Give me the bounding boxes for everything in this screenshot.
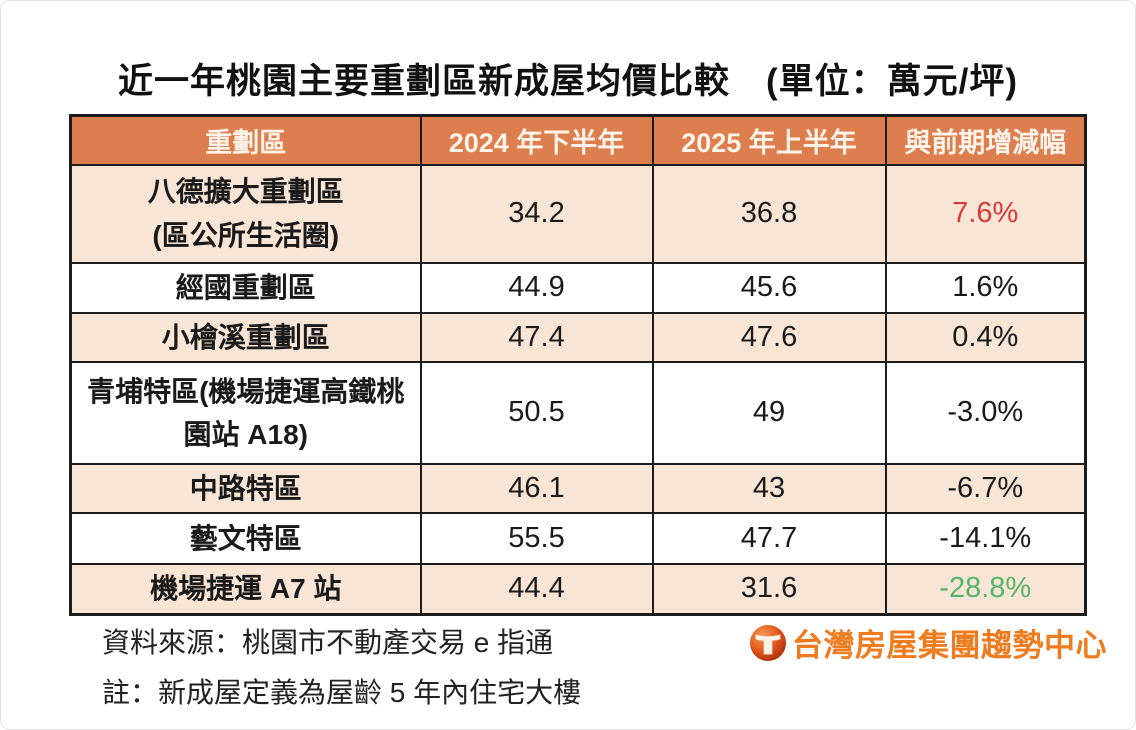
price-2024h2: 34.2 bbox=[419, 163, 654, 264]
district-name-line2: 園站 A18) bbox=[183, 418, 308, 450]
table-header-row: 重劃區 2024 年下半年 2025 年上半年 與前期增減幅 bbox=[69, 114, 1087, 166]
price-2025h1: 47.7 bbox=[651, 512, 887, 566]
district-name-line2: (區公所生活圈) bbox=[152, 219, 340, 251]
change-value: -28.8% bbox=[884, 563, 1087, 616]
change-value: -6.7% bbox=[884, 462, 1087, 515]
price-2025h1: 49 bbox=[651, 360, 887, 465]
col-header-2025h1: 2025 年上半年 bbox=[651, 114, 887, 166]
col-header-2024h2: 2024 年下半年 bbox=[419, 114, 654, 166]
district-name-line1: 八德擴大重劃區 bbox=[147, 176, 344, 208]
change-value: 1.6% bbox=[884, 261, 1087, 314]
change-value: 7.6% bbox=[884, 163, 1087, 264]
table-row: 八德擴大重劃區 (區公所生活圈) 34.2 36.8 7.6% bbox=[69, 163, 1087, 264]
table-row: 機場捷運 A7 站 44.4 31.6 -28.8% bbox=[69, 563, 1087, 616]
col-header-district: 重劃區 bbox=[69, 114, 422, 166]
price-2024h2: 44.4 bbox=[419, 563, 654, 616]
price-2024h2: 55.5 bbox=[419, 512, 654, 566]
table-row: 經國重劃區 44.9 45.6 1.6% bbox=[69, 261, 1087, 314]
change-value: 0.4% bbox=[884, 311, 1087, 363]
page-title: 近一年桃園主要重劃區新成屋均價比較 (單位：萬元/坪) bbox=[117, 62, 1019, 101]
price-2024h2: 46.1 bbox=[419, 462, 654, 515]
price-2025h1: 45.6 bbox=[651, 261, 887, 314]
change-value: -3.0% bbox=[884, 360, 1087, 465]
district-name: 藝文特區 bbox=[69, 512, 422, 566]
price-comparison-table: 重劃區 2024 年下半年 2025 年上半年 與前期增減幅 八德擴大重劃區 (… bbox=[69, 114, 1087, 616]
table-row: 中路特區 46.1 43 -6.7% bbox=[69, 462, 1087, 515]
price-2024h2: 50.5 bbox=[419, 360, 654, 465]
col-header-change: 與前期增減幅 bbox=[884, 114, 1087, 166]
brand-logo-text: 台灣房屋集團趨勢中心 bbox=[792, 628, 1107, 663]
price-2025h1: 31.6 bbox=[651, 563, 887, 616]
price-2024h2: 47.4 bbox=[419, 311, 654, 363]
price-2025h1: 36.8 bbox=[651, 163, 887, 264]
taiwan-housing-t-logo-icon bbox=[749, 624, 787, 661]
price-2025h1: 43 bbox=[651, 462, 887, 515]
brand-logo: 台灣房屋集團趨勢中心 bbox=[749, 620, 1107, 665]
table-row: 藝文特區 55.5 47.7 -14.1% bbox=[69, 512, 1087, 566]
district-name: 八德擴大重劃區 (區公所生活圈) bbox=[69, 163, 422, 264]
change-value: -14.1% bbox=[884, 512, 1087, 566]
district-name: 小檜溪重劃區 bbox=[69, 311, 422, 363]
district-name: 機場捷運 A7 站 bbox=[69, 563, 422, 616]
district-name-line1: 青埔特區(機場捷運高鐵桃 bbox=[87, 375, 405, 407]
district-name: 青埔特區(機場捷運高鐵桃 園站 A18) bbox=[69, 360, 422, 465]
data-source-note: 資料來源：桃園市不動產交易 e 指通 bbox=[102, 627, 554, 658]
district-name: 經國重劃區 bbox=[69, 261, 422, 314]
price-2025h1: 47.6 bbox=[651, 311, 887, 363]
table-row: 小檜溪重劃區 47.4 47.6 0.4% bbox=[69, 311, 1087, 363]
district-name: 中路特區 bbox=[69, 462, 422, 515]
price-2024h2: 44.9 bbox=[419, 261, 654, 314]
definition-note: 註：新成屋定義為屋齡 5 年內住宅大樓 bbox=[102, 677, 582, 708]
table-row: 青埔特區(機場捷運高鐵桃 園站 A18) 50.5 49 -3.0% bbox=[69, 360, 1087, 465]
